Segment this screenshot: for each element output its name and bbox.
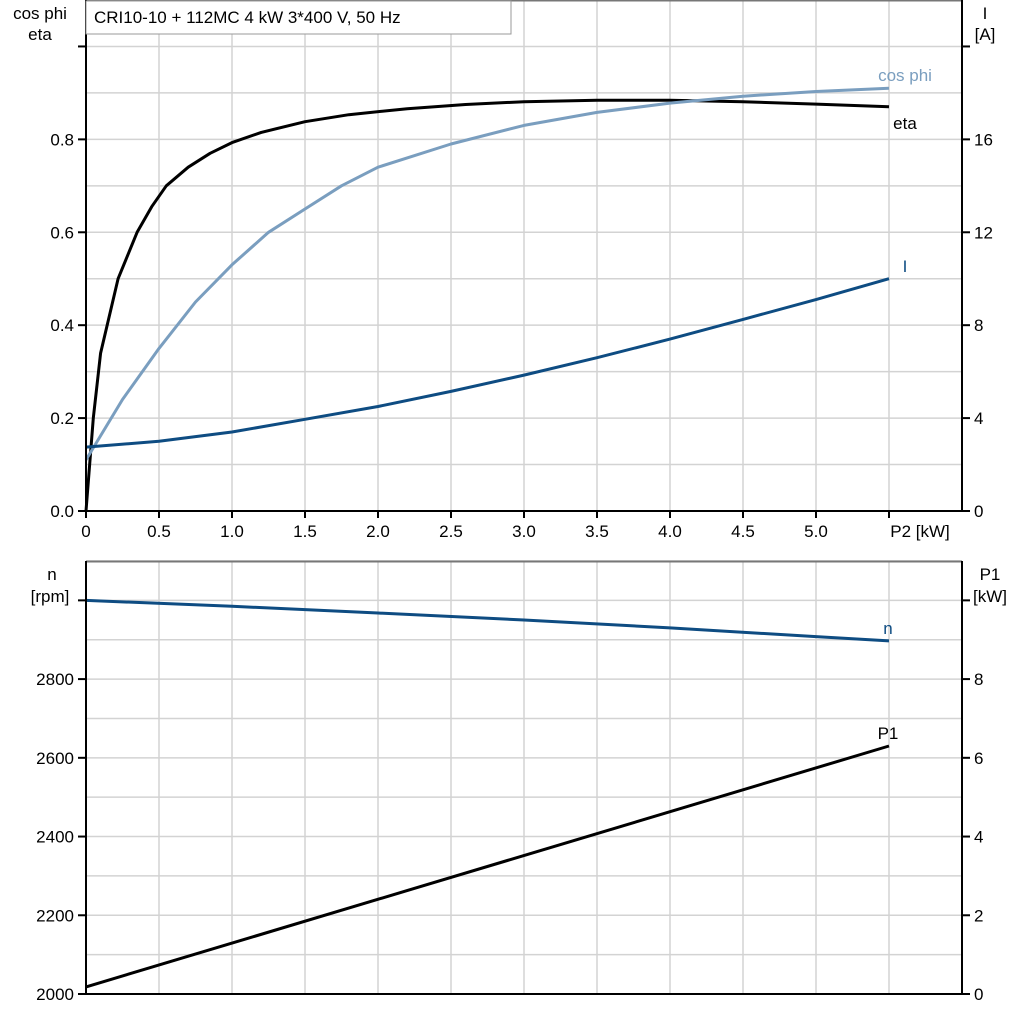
series-label-cos-phi: cos phi	[878, 66, 932, 85]
x-tick-label: 0.5	[147, 522, 171, 541]
bottom-y2-tick-label: 2	[974, 906, 983, 925]
bottom-y-tick-label: 2800	[36, 670, 74, 689]
series-line-cos-phi	[84, 86, 890, 461]
top-y2-tick-label: 12	[974, 223, 993, 242]
bottom-y2-tick-label: 6	[974, 749, 983, 768]
top-y2-label-2: [A]	[975, 25, 996, 44]
bottom-y-tick-label: 2000	[36, 985, 74, 1004]
bottom-y2-tick-label: 8	[974, 670, 983, 689]
x-tick-label: 3.0	[512, 522, 536, 541]
top-y2-label-1: I	[983, 4, 988, 23]
top-y-tick-label: 0.6	[50, 223, 74, 242]
bottom-y-label-1: n	[47, 565, 56, 584]
series-label-n: n	[883, 619, 892, 638]
x-tick-label: 2.5	[439, 522, 463, 541]
x-tick-label: 2.0	[366, 522, 390, 541]
series-label-eta: eta	[893, 114, 917, 133]
top-y2-tick-label: 4	[974, 409, 983, 428]
x-tick-label: 5.0	[804, 522, 828, 541]
top-y2-tick-label: 16	[974, 130, 993, 149]
series-line-n	[85, 598, 890, 643]
top-y2-tick-label: 0	[974, 502, 983, 521]
top-y-label-1: cos phi	[13, 4, 67, 23]
top-y2-tick-label: 8	[974, 316, 983, 335]
top-y-label-2: eta	[28, 25, 52, 44]
series-label-p1: P1	[878, 724, 899, 743]
series-line-i	[85, 277, 890, 449]
series-line-eta	[84, 98, 890, 512]
title-box	[85, 0, 512, 35]
bottom-y2-label-2: [kW]	[973, 587, 1007, 606]
bottom-y-tick-label: 2400	[36, 828, 74, 847]
bottom-y-label-2: [rpm]	[31, 587, 70, 606]
x-tick-label: 1.0	[220, 522, 244, 541]
top-y-tick-label: 0.0	[50, 502, 74, 521]
x-tick-label: 4.0	[658, 522, 682, 541]
top-y-tick-label: 0.8	[50, 130, 74, 149]
x-tick-label: 4.5	[731, 522, 755, 541]
bottom-y-tick-label: 2600	[36, 749, 74, 768]
bottom-grid	[86, 560, 962, 994]
top-y-tick-label: 0.4	[50, 316, 74, 335]
axes-layer: 0.0 0.2 0.4 0.6 0.8 0 4 8 12 16 0 0.5 1.0 1.5 2.0 2.5 3.…	[36, 0, 993, 1004]
x-tick-label: 0	[81, 522, 90, 541]
bottom-y2-tick-label: 4	[974, 828, 983, 847]
x-tick-label: 3.5	[585, 522, 609, 541]
bottom-y2-tick-label: 0	[974, 985, 983, 1004]
bottom-y2-label-1: P1	[980, 565, 1001, 584]
series-layer	[84, 86, 890, 989]
series-label-i: I	[903, 257, 908, 276]
chart-title: CRI10-10 + 112MC 4 kW 3*400 V, 50 Hz	[94, 8, 401, 27]
x-axis-label: P2 [kW]	[890, 522, 950, 541]
bottom-y-tick-label: 2200	[36, 906, 74, 925]
top-y-tick-label: 0.2	[50, 409, 74, 428]
x-tick-label: 1.5	[293, 522, 317, 541]
series-line-p1	[85, 744, 890, 989]
top-grid	[86, 0, 962, 511]
